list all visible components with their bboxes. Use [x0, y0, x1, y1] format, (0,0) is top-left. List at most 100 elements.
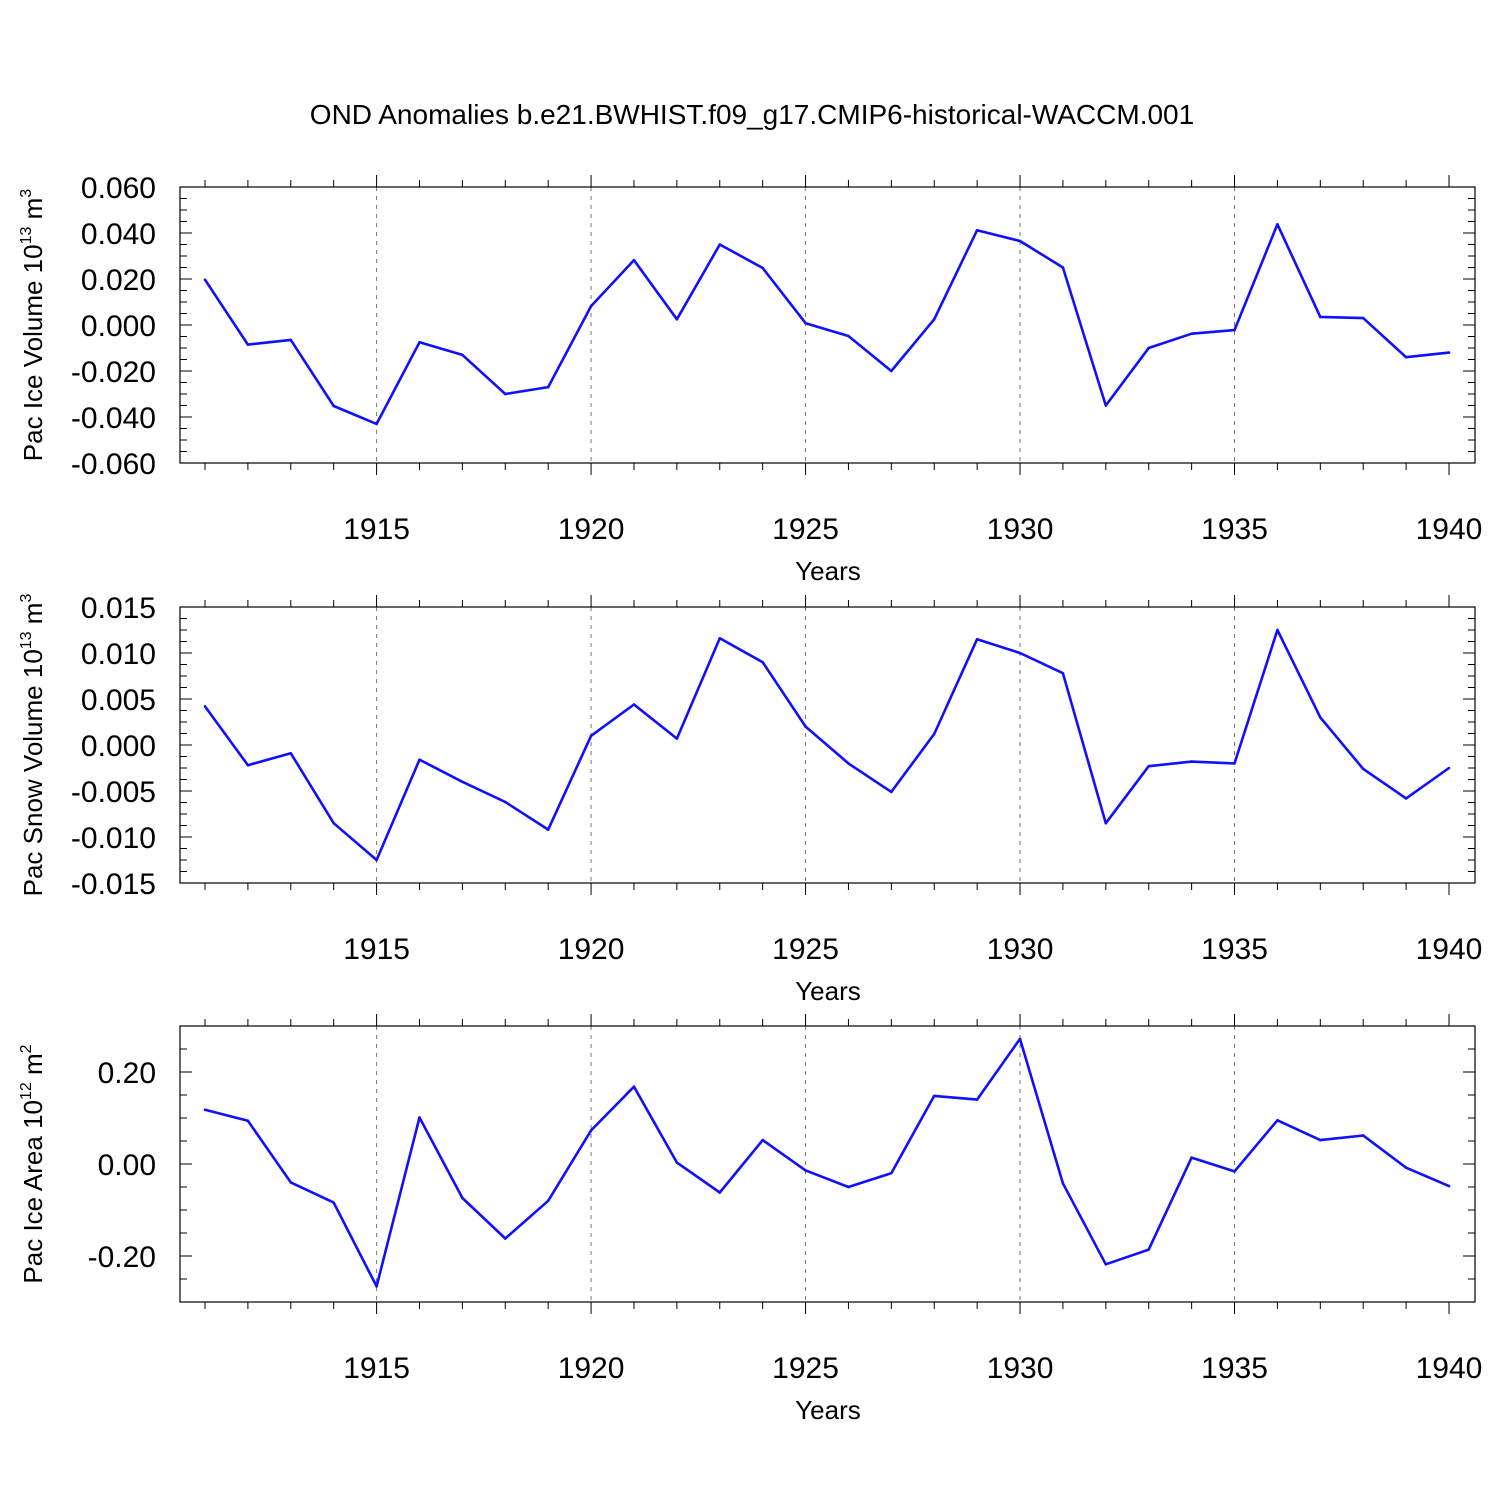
data-point [804, 321, 807, 325]
y-axis-label-unit: m [18, 1053, 48, 1082]
chart-panel-3: 0.20 0.00 -0.20 1915 1920 1925 1930 1935 1940 Yea… [18, 1014, 1482, 1425]
x-tick-label: 1940 [1416, 933, 1483, 966]
data-point [503, 1237, 507, 1240]
series-line [203, 628, 1450, 862]
chart-panel-1: 0.060 0.040 0.020 0.000 -0.020 -0.040 -0.060 19… [18, 172, 1482, 586]
data-point [1319, 315, 1322, 319]
data-point [1404, 1166, 1408, 1169]
data-point [1233, 1170, 1236, 1173]
data-point [461, 780, 464, 784]
y-tick-label: -0.020 [71, 356, 156, 389]
data-point [718, 1191, 722, 1194]
data-point [375, 1285, 378, 1288]
data-point [418, 758, 421, 762]
y-axis-label-unit-exponent: 3 [18, 594, 35, 603]
data-point [418, 340, 421, 344]
data-point [1104, 821, 1108, 825]
data-point [1447, 351, 1451, 354]
y-tick-label: 0.020 [81, 264, 156, 297]
data-point [890, 790, 893, 794]
y-tick-label: -0.005 [71, 776, 156, 809]
data-point [1061, 671, 1065, 675]
y-axis-label-text: Pac Ice Area 10 [18, 1100, 48, 1284]
data-point [1447, 766, 1451, 770]
y-tick-label: 0.000 [81, 310, 156, 343]
data-point [1104, 1262, 1108, 1266]
x-axis-label: Years [795, 1395, 861, 1425]
data-point [975, 228, 979, 232]
data-point [1276, 1119, 1279, 1122]
x-tick-label: 1925 [772, 513, 839, 546]
data-point [375, 858, 378, 862]
series-line [203, 223, 1450, 426]
data-point [246, 343, 250, 346]
y-tick-label: 0.00 [98, 1149, 156, 1182]
data-point [1276, 628, 1279, 632]
data-point [461, 353, 464, 357]
data-point [804, 1169, 807, 1172]
data-point [847, 1185, 850, 1189]
data-point [1061, 1182, 1065, 1185]
y-axis-label-text: Pac Ice Volume 10 [18, 244, 48, 461]
y-tick-label: -0.20 [88, 1241, 156, 1274]
data-point [1319, 716, 1322, 719]
y-tick-label: 0.010 [81, 638, 156, 671]
x-tick-label: 1915 [343, 933, 410, 966]
y-axis-label-exponent: 12 [18, 1082, 35, 1100]
y-tick-label: -0.010 [71, 822, 156, 855]
data-point [503, 800, 507, 804]
data-point [1147, 764, 1151, 768]
x-tick-label: 1935 [1201, 513, 1268, 546]
data-point [203, 1108, 207, 1112]
y-axis-label: Pac Ice Volume 1013 m3 [18, 189, 48, 462]
x-tick-label: 1920 [558, 513, 625, 546]
y-axis-label-unit: m [18, 603, 48, 632]
y-tick-label: -0.060 [71, 448, 156, 481]
data-point [975, 1098, 979, 1101]
y-tick-label: 0.060 [81, 172, 156, 205]
data-point [332, 821, 335, 825]
chart-panel-2: 0.015 0.010 0.005 0.000 -0.005 -0.010 -0.015 19… [18, 592, 1482, 1006]
data-point [1447, 1184, 1451, 1188]
x-tick-label: 1920 [558, 933, 625, 966]
x-tick-label: 1930 [987, 933, 1054, 966]
data-point [932, 1094, 936, 1098]
x-axis-label: Years [795, 976, 861, 1006]
y-axis-label-exponent: 13 [18, 226, 35, 244]
data-point [1190, 332, 1193, 336]
data-point [589, 304, 593, 308]
data-point [332, 404, 335, 408]
x-tick-label: 1935 [1201, 933, 1268, 966]
x-tick-label: 1915 [343, 1352, 410, 1385]
data-point [932, 732, 936, 736]
x-axis-label: Years [795, 556, 861, 586]
y-tick-label: 0.040 [81, 218, 156, 251]
data-point [546, 385, 550, 389]
data-point [1147, 346, 1151, 350]
y-tick-label: 0.015 [81, 592, 156, 625]
data-point [1404, 355, 1408, 359]
data-point [1404, 797, 1408, 800]
data-point [289, 338, 293, 342]
y-axis-label: Pac Snow Volume 1013 m3 [18, 594, 48, 897]
y-axis-label-text: Pac Snow Volume 10 [18, 649, 48, 896]
data-point [1361, 1134, 1365, 1137]
data-point [761, 266, 764, 270]
data-point [461, 1196, 464, 1200]
x-tick-label: 1940 [1416, 513, 1483, 546]
chart-title: OND Anomalies b.e21.BWHIST.f09_g17.CMIP6… [310, 99, 1194, 130]
y-axis-label-exponent: 13 [18, 631, 35, 649]
data-point [1190, 1156, 1193, 1159]
data-point [1018, 651, 1022, 655]
data-point [1018, 1037, 1022, 1041]
x-tick-label: 1930 [987, 1352, 1054, 1385]
y-axis-label: Pac Ice Area 1012 m2 [18, 1044, 48, 1283]
data-point [418, 1116, 421, 1119]
data-point [546, 1199, 550, 1203]
data-point [289, 751, 293, 755]
data-point [1361, 316, 1365, 320]
data-point [847, 334, 850, 338]
data-point [1361, 767, 1365, 771]
data-point [503, 392, 507, 396]
data-point [632, 703, 636, 706]
